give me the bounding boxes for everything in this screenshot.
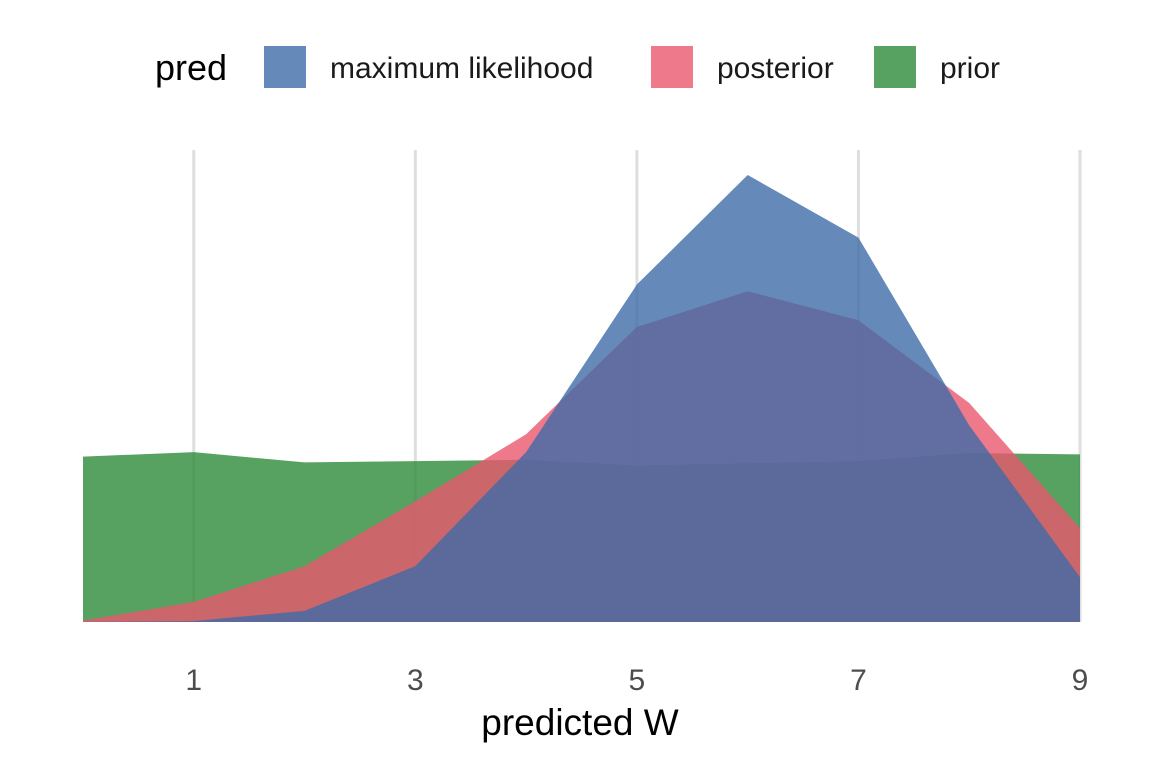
area-maximum-likelihood <box>83 175 1080 622</box>
legend-swatch-posterior <box>651 46 693 88</box>
legend-swatch-maximum-likelihood <box>264 46 306 88</box>
legend: pred maximum likelihood posterior prior <box>155 46 1000 88</box>
x-tick-label-9: 9 <box>1072 664 1089 697</box>
legend-item-posterior: posterior <box>651 46 834 88</box>
legend-title: pred <box>155 47 227 88</box>
legend-item-prior: prior <box>874 46 1000 88</box>
x-tick-label-3: 3 <box>407 664 424 697</box>
x-tick-label-1: 1 <box>185 664 202 697</box>
x-tick-label-7: 7 <box>850 664 867 697</box>
x-tick-labels: 1 3 5 7 9 <box>185 664 1088 697</box>
series-areas <box>83 175 1080 622</box>
legend-swatch-prior <box>874 46 916 88</box>
x-axis-title: predicted W <box>481 702 678 743</box>
legend-item-maximum-likelihood: maximum likelihood <box>264 46 593 88</box>
legend-label-posterior: posterior <box>717 52 834 85</box>
x-tick-label-5: 5 <box>629 664 646 697</box>
legend-label-prior: prior <box>940 52 1000 85</box>
legend-label-maximum-likelihood: maximum likelihood <box>330 52 593 85</box>
